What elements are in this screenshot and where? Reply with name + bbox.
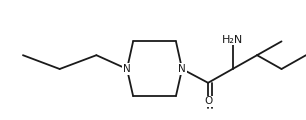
Text: O: O bbox=[204, 96, 212, 106]
Text: N: N bbox=[123, 64, 131, 74]
Text: N: N bbox=[178, 64, 186, 74]
Text: H₂N: H₂N bbox=[222, 35, 243, 45]
